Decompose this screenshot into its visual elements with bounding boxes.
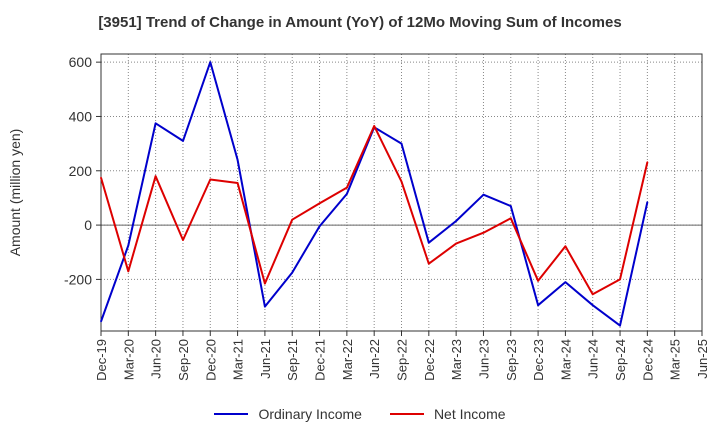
- data-point: [509, 205, 512, 207]
- chart-plot: 600 400 200 0 -200 Dec-19 Mar-20 Jun-20 Sep-20 De…: [7, 53, 710, 381]
- data-point: [291, 218, 294, 221]
- data-point: [646, 201, 649, 203]
- x-tick-label: Jun-24: [586, 339, 601, 379]
- chart-legend: Ordinary Income Net Income: [0, 406, 720, 422]
- data-point: [100, 320, 102, 323]
- data-point: [154, 175, 157, 178]
- data-point: [619, 324, 621, 327]
- data-point: [264, 282, 266, 285]
- x-tick-label: Dec-21: [313, 339, 328, 381]
- x-tick-label: Sep-20: [176, 339, 191, 381]
- data-point: [400, 142, 403, 145]
- x-tick-label: Jun-21: [258, 339, 273, 379]
- data-point: [291, 271, 294, 274]
- x-tick-label: Jun-23: [476, 339, 491, 379]
- y-tick-label: 600: [69, 54, 93, 70]
- data-point: [591, 293, 594, 296]
- y-axis-label: Amount (million yen): [7, 129, 23, 257]
- y-tick-label: -200: [64, 271, 92, 287]
- x-tick-label: Mar-24: [558, 339, 573, 380]
- data-point: [537, 279, 539, 282]
- data-point: [209, 178, 212, 181]
- data-point: [482, 193, 485, 196]
- legend-swatch-net-income: [389, 413, 424, 415]
- data-point: [127, 244, 130, 247]
- legend-swatch-ordinary-income: [214, 413, 249, 415]
- data-point: [455, 242, 457, 245]
- x-tick-label: Jun-22: [367, 339, 382, 379]
- x-tick-label: Dec-23: [531, 339, 546, 381]
- data-point: [209, 61, 212, 63]
- data-point: [100, 176, 102, 179]
- data-point: [373, 125, 375, 127]
- data-point: [346, 193, 348, 195]
- data-point: [318, 225, 321, 228]
- x-tick-label: Mar-25: [668, 339, 683, 380]
- data-point: [346, 186, 348, 189]
- data-point: [537, 304, 539, 307]
- data-point: [127, 270, 130, 273]
- x-tick-label: Dec-24: [640, 339, 655, 381]
- x-tick-label: Jun-25: [695, 339, 710, 379]
- data-point: [564, 245, 567, 248]
- data-point: [564, 281, 567, 283]
- x-tick-label: Mar-21: [231, 339, 246, 380]
- data-point: [154, 122, 157, 125]
- data-point: [236, 182, 239, 184]
- data-point: [646, 161, 649, 163]
- data-point: [428, 241, 430, 244]
- x-tick-label: Mar-23: [449, 339, 464, 380]
- legend-label-net-income: Net Income: [433, 406, 506, 422]
- legend-item-ordinary-income: Ordinary Income: [214, 406, 362, 422]
- x-tick-label: Mar-20: [121, 339, 136, 380]
- legend-item-net-income: Net Income: [389, 406, 506, 422]
- data-point: [318, 202, 321, 205]
- x-tick-label: Jun-20: [149, 339, 164, 379]
- data-point: [400, 180, 403, 183]
- x-tick-label: Sep-22: [395, 339, 410, 381]
- data-point: [182, 140, 184, 142]
- data-point: [182, 239, 184, 241]
- data-point: [482, 231, 485, 234]
- data-point: [591, 304, 594, 307]
- x-tick-label: Mar-22: [340, 339, 355, 380]
- data-point: [428, 262, 430, 265]
- x-tick-label: Dec-19: [94, 339, 109, 381]
- data-point: [509, 217, 512, 220]
- x-tick-label: Sep-21: [285, 339, 300, 381]
- data-point: [264, 305, 266, 308]
- x-tick-label: Dec-20: [203, 339, 218, 381]
- x-tick-label: Dec-22: [422, 339, 437, 381]
- data-point: [619, 278, 621, 281]
- data-point: [236, 159, 239, 161]
- x-tick-label: Sep-23: [504, 339, 519, 381]
- chart-title: [3951] Trend of Change in Amount (YoY) o…: [98, 14, 622, 31]
- y-tick-label: 400: [69, 108, 93, 124]
- y-tick-label: 200: [69, 163, 93, 179]
- data-point: [455, 220, 457, 222]
- x-tick-label: Sep-24: [613, 339, 628, 381]
- legend-label-ordinary-income: Ordinary Income: [258, 406, 362, 422]
- series-line-ordinary-income: [100, 61, 649, 327]
- y-tick-label: 0: [84, 217, 92, 233]
